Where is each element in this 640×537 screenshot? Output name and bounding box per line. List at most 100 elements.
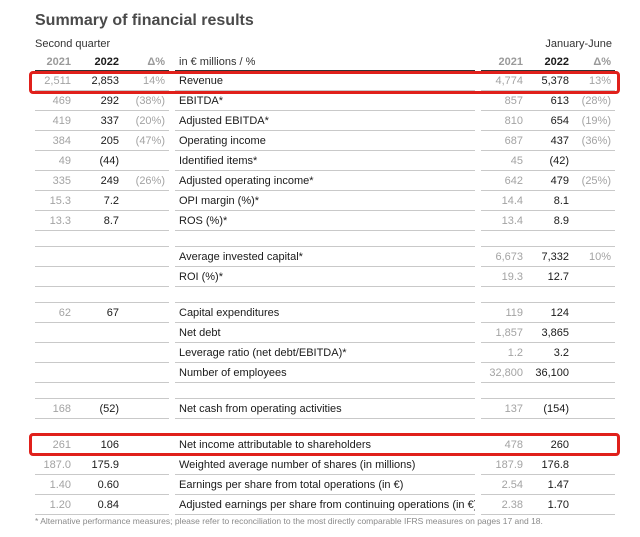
cell-h-2021: 13.4 bbox=[481, 211, 527, 231]
table-row: ROI (%)* 19.3 12.7 bbox=[35, 267, 615, 287]
table-row: 187.0 175.9 Weighted average number of sha… bbox=[35, 455, 615, 475]
cell-q-delta bbox=[123, 455, 169, 475]
cell-q-delta bbox=[123, 231, 169, 247]
cell-h-2022: 12.7 bbox=[527, 267, 573, 287]
spacer-row bbox=[35, 383, 615, 399]
cell-h-delta bbox=[573, 287, 615, 303]
table-row: 1.40 0.60 Earnings per share from total op… bbox=[35, 475, 615, 495]
cell-q-delta bbox=[123, 343, 169, 363]
cell-q-delta: (20%) bbox=[123, 111, 169, 131]
cell-h-2021: 2.38 bbox=[481, 495, 527, 515]
row-label: Adjusted EBITDA* bbox=[175, 111, 475, 131]
cell-h-2022: 1.47 bbox=[527, 475, 573, 495]
cell-h-2021 bbox=[481, 383, 527, 399]
cell-q-2022: 337 bbox=[75, 111, 123, 131]
cell-h-2022: 8.1 bbox=[527, 191, 573, 211]
cell-h-2021: 810 bbox=[481, 111, 527, 131]
cell-h-delta bbox=[573, 343, 615, 363]
cell-q-delta bbox=[123, 383, 169, 399]
cell-q-2022: 205 bbox=[75, 131, 123, 151]
cell-h-delta: (19%) bbox=[573, 111, 615, 131]
cell-q-delta: 14% bbox=[123, 71, 169, 91]
cell-q-2021 bbox=[35, 383, 75, 399]
cell-h-2022: 654 bbox=[527, 111, 573, 131]
row-label bbox=[175, 287, 475, 303]
cell-q-delta bbox=[123, 363, 169, 383]
cell-h-2021: 857 bbox=[481, 91, 527, 111]
cell-q-2021 bbox=[35, 363, 75, 383]
cell-q-2022 bbox=[75, 363, 123, 383]
row-label: Net cash from operating activities bbox=[175, 399, 475, 419]
row-label: Average invested capital* bbox=[175, 247, 475, 267]
header-h-delta: Δ% bbox=[573, 53, 615, 71]
cell-h-2022: 176.8 bbox=[527, 455, 573, 475]
cell-q-2021: 1.40 bbox=[35, 475, 75, 495]
cell-h-2021: 137 bbox=[481, 399, 527, 419]
cell-q-2022: 8.7 bbox=[75, 211, 123, 231]
cell-q-delta: (47%) bbox=[123, 131, 169, 151]
row-label: ROS (%)* bbox=[175, 211, 475, 231]
cell-h-delta bbox=[573, 267, 615, 287]
cell-q-2022: (44) bbox=[75, 151, 123, 171]
table-row: 335 249 (26%) Adjusted operating income* 642… bbox=[35, 171, 615, 191]
cell-h-2022: 3.2 bbox=[527, 343, 573, 363]
row-label: Capital expenditures bbox=[175, 303, 475, 323]
cell-q-delta bbox=[123, 211, 169, 231]
cell-h-2021: 1,857 bbox=[481, 323, 527, 343]
table-row: Leverage ratio (net debt/EBITDA)* 1.2 3.2 bbox=[35, 343, 615, 363]
table-row: 2,511 2,853 14% Revenue 4,774 5,378 13% bbox=[35, 71, 615, 91]
cell-q-2021 bbox=[35, 247, 75, 267]
footnote: * Alternative performance measures; plea… bbox=[35, 516, 543, 526]
row-label bbox=[175, 231, 475, 247]
cell-q-2022 bbox=[75, 287, 123, 303]
cell-h-2022: 124 bbox=[527, 303, 573, 323]
cell-q-2021 bbox=[35, 267, 75, 287]
header-h-2021: 2021 bbox=[481, 53, 527, 71]
header-q-2021: 2021 bbox=[35, 53, 75, 71]
cell-q-2022: 67 bbox=[75, 303, 123, 323]
cell-q-delta bbox=[123, 303, 169, 323]
cell-h-2022: 613 bbox=[527, 91, 573, 111]
cell-h-2021: 19.3 bbox=[481, 267, 527, 287]
row-label: Operating income bbox=[175, 131, 475, 151]
cell-h-2021 bbox=[481, 287, 527, 303]
cell-q-delta bbox=[123, 247, 169, 267]
period-label-january-june: January-June bbox=[545, 38, 612, 50]
cell-h-2022 bbox=[527, 383, 573, 399]
cell-h-2022: (42) bbox=[527, 151, 573, 171]
cell-h-delta bbox=[573, 303, 615, 323]
table-row: 469 292 (38%) EBITDA* 857 613 (28%) bbox=[35, 91, 615, 111]
cell-h-2021: 642 bbox=[481, 171, 527, 191]
cell-h-2021: 14.4 bbox=[481, 191, 527, 211]
cell-q-delta bbox=[123, 323, 169, 343]
spacer-row bbox=[35, 287, 615, 303]
cell-q-2021: 469 bbox=[35, 91, 75, 111]
cell-h-2021 bbox=[481, 231, 527, 247]
row-label: Weighted average number of shares (in mi… bbox=[175, 455, 475, 475]
table-header-row: 2021 2022 Δ% in € millions / % 2021 2022… bbox=[35, 53, 615, 71]
table-row: 1.20 0.84 Adjusted earnings per share from… bbox=[35, 495, 615, 515]
cell-h-2022: 7,332 bbox=[527, 247, 573, 267]
table-row: Number of employees 32,800 36,100 bbox=[35, 363, 615, 383]
cell-h-delta bbox=[573, 383, 615, 399]
table-row: 49 (44) Identified items* 45 (42) bbox=[35, 151, 615, 171]
cell-h-delta bbox=[573, 231, 615, 247]
spacer-row bbox=[35, 231, 615, 247]
row-label: ROI (%)* bbox=[175, 267, 475, 287]
row-label: Identified items* bbox=[175, 151, 475, 171]
table-row: 15.3 7.2 OPI margin (%)* 14.4 8.1 bbox=[35, 191, 615, 211]
cell-h-delta bbox=[573, 191, 615, 211]
highlight-box-net-income bbox=[29, 433, 620, 456]
cell-q-2021: 15.3 bbox=[35, 191, 75, 211]
row-label: EBITDA* bbox=[175, 91, 475, 111]
cell-q-delta bbox=[123, 475, 169, 495]
cell-q-2022 bbox=[75, 231, 123, 247]
cell-h-2021: 1.2 bbox=[481, 343, 527, 363]
cell-h-2022 bbox=[527, 287, 573, 303]
cell-q-2021 bbox=[35, 343, 75, 363]
row-label: OPI margin (%)* bbox=[175, 191, 475, 211]
table-row: 13.3 8.7 ROS (%)* 13.4 8.9 bbox=[35, 211, 615, 231]
row-label: Adjusted earnings per share from continu… bbox=[175, 495, 475, 515]
cell-q-2022 bbox=[75, 247, 123, 267]
cell-h-delta: (36%) bbox=[573, 131, 615, 151]
